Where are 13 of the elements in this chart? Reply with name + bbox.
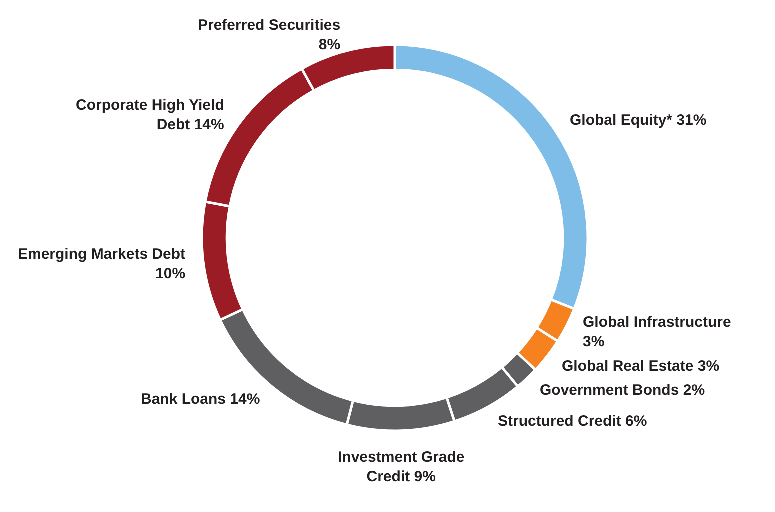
- data-label: 10%: [156, 266, 186, 282]
- slice-label: Emerging Markets Debt: [18, 246, 186, 263]
- slice-label: Global Infrastructure: [583, 314, 732, 331]
- data-label: 3%: [583, 334, 605, 350]
- slice-label: Investment Grade Credit 9%: [338, 449, 465, 486]
- slice-label: Global Equity* 31%: [570, 112, 707, 129]
- slice-label: Corporate High Yield Debt 14%: [76, 97, 224, 134]
- slice-label: Bank Loans 14%: [141, 391, 260, 408]
- slice-label: Government Bonds 2%: [540, 382, 706, 399]
- slice-label: Global Real Estate 3%: [562, 358, 720, 375]
- data-label: 8%: [318, 36, 341, 54]
- slice-label: Structured Credit 6%: [498, 413, 648, 430]
- slice-label: Preferred Securities: [198, 17, 341, 34]
